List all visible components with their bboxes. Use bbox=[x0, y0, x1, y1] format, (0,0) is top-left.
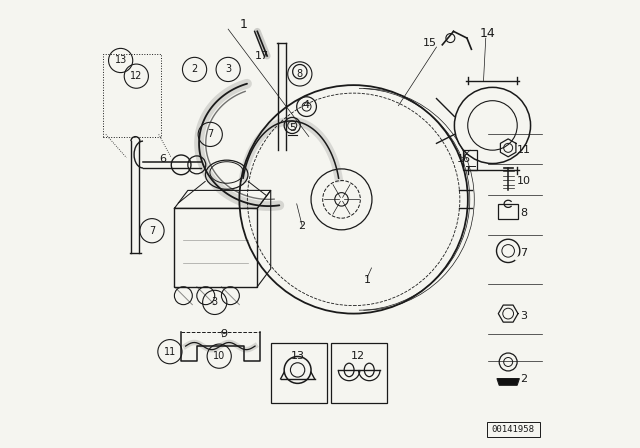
Text: 7: 7 bbox=[149, 226, 155, 236]
Text: 00141958: 00141958 bbox=[492, 425, 534, 434]
Text: 8: 8 bbox=[297, 69, 303, 79]
Text: 12: 12 bbox=[130, 71, 143, 81]
Bar bbox=[271, 343, 327, 403]
Text: 14: 14 bbox=[480, 27, 496, 40]
Text: 10: 10 bbox=[517, 177, 531, 186]
Text: 4: 4 bbox=[302, 100, 309, 110]
Bar bbox=[174, 208, 257, 287]
Text: 1: 1 bbox=[240, 18, 248, 31]
Text: 6: 6 bbox=[159, 154, 166, 164]
Text: 7: 7 bbox=[207, 129, 213, 139]
Text: 12: 12 bbox=[351, 351, 365, 361]
Text: 7: 7 bbox=[520, 248, 527, 258]
Text: 3: 3 bbox=[225, 65, 231, 74]
Bar bbox=[463, 150, 477, 170]
Text: 1: 1 bbox=[364, 275, 371, 285]
Text: 17: 17 bbox=[255, 51, 269, 61]
Text: 9: 9 bbox=[220, 329, 227, 339]
Text: 11: 11 bbox=[164, 347, 176, 357]
Text: 5: 5 bbox=[289, 123, 296, 133]
Text: 3: 3 bbox=[520, 311, 527, 321]
Bar bbox=[332, 343, 387, 403]
Text: 2: 2 bbox=[298, 221, 306, 231]
Polygon shape bbox=[497, 379, 520, 385]
Bar bbox=[499, 204, 518, 219]
Text: 10: 10 bbox=[213, 351, 225, 361]
Text: 15: 15 bbox=[423, 38, 436, 47]
Text: 13: 13 bbox=[115, 56, 127, 65]
Bar bbox=[486, 422, 540, 437]
Text: 13: 13 bbox=[291, 351, 305, 361]
Text: 16: 16 bbox=[457, 154, 471, 164]
Text: 8: 8 bbox=[520, 208, 527, 218]
Text: 11: 11 bbox=[517, 145, 531, 155]
Text: 2: 2 bbox=[520, 374, 527, 383]
Text: 3: 3 bbox=[212, 297, 218, 307]
Text: 2: 2 bbox=[191, 65, 198, 74]
